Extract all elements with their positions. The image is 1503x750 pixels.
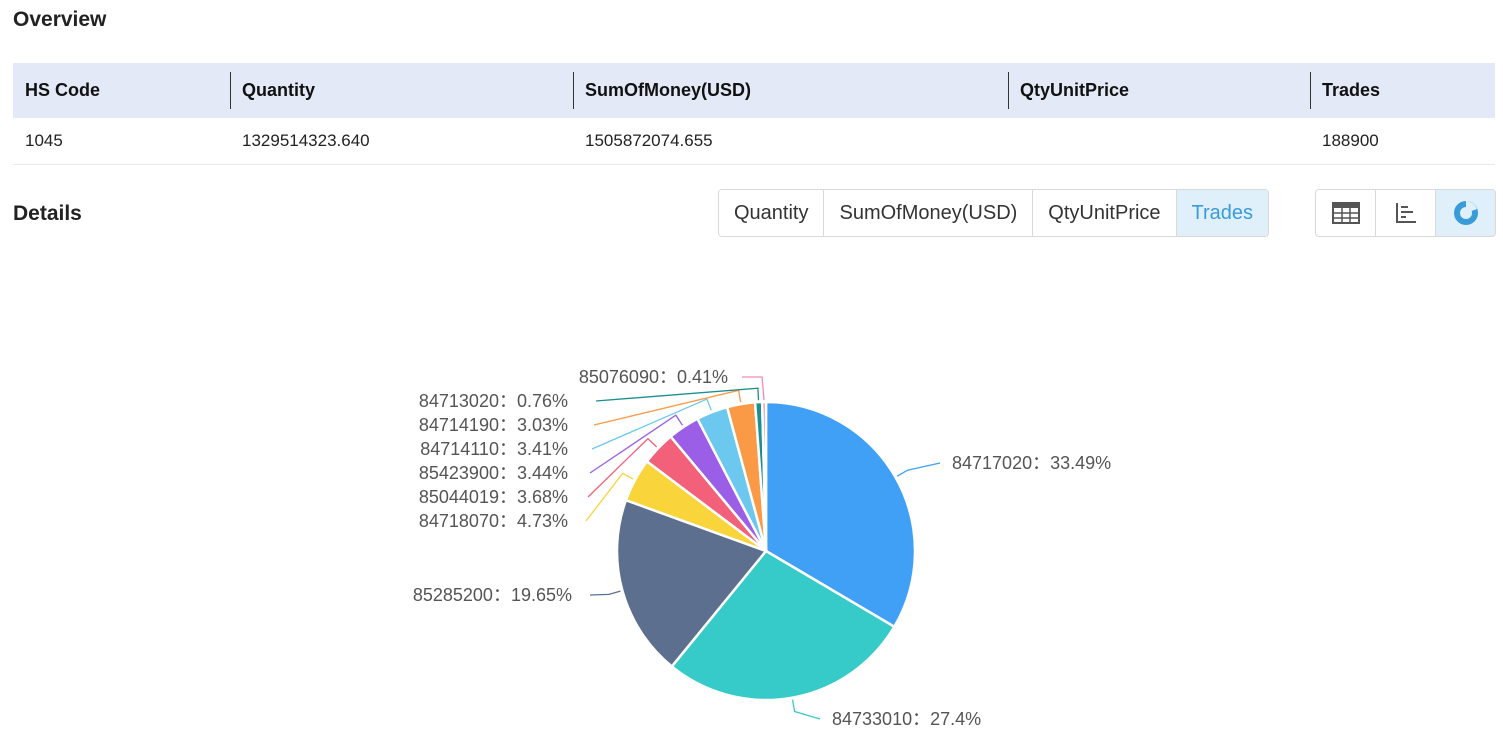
pie-label-line bbox=[896, 462, 941, 477]
pie-label-line bbox=[591, 398, 712, 450]
view-toggle-group bbox=[1315, 189, 1496, 237]
table-row: 1045 1329514323.640 1505872074.655 18890… bbox=[13, 118, 1495, 165]
pie-slice-84717020[interactable] bbox=[764, 400, 917, 629]
pie-label-85076090: 85076090：0.41% bbox=[579, 367, 728, 387]
column-header-label: QtyUnitPrice bbox=[1020, 80, 1130, 100]
table-view-icon bbox=[1331, 202, 1360, 224]
pie-slice-85076090[interactable] bbox=[760, 400, 768, 552]
overview-table: HS Code Quantity SumOfMoney(USD) QtyUnit… bbox=[13, 63, 1495, 165]
cell-sum-of-money: 1505872074.655 bbox=[573, 118, 1008, 165]
pie-label-85044019: 85044019：3.68% bbox=[419, 487, 568, 507]
pie-label-84713020: 84713020：0.76% bbox=[419, 391, 568, 411]
tab-trades[interactable]: Trades bbox=[1176, 190, 1269, 236]
pie-label-84717020: 84717020：33.49% bbox=[952, 453, 1111, 473]
column-header-quantity: Quantity bbox=[230, 63, 573, 118]
column-header-trades: Trades bbox=[1310, 63, 1495, 118]
cell-hs-code: 1045 bbox=[13, 118, 230, 165]
pie-chart: 84717020：33.49% 84733010：27.4% 85285200：19… bbox=[413, 367, 1111, 729]
pie-label-line bbox=[585, 472, 634, 522]
details-title: Details bbox=[13, 202, 82, 225]
column-header-hs-code: HS Code bbox=[13, 63, 230, 118]
column-separator bbox=[1310, 72, 1311, 109]
tab-sum-of-money[interactable]: SumOfMoney(USD) bbox=[824, 190, 1034, 236]
pie-slice-85285200[interactable] bbox=[615, 498, 769, 669]
tab-qty-unit-price[interactable]: QtyUnitPrice bbox=[1033, 190, 1177, 236]
pie-label-84714190: 84714190：3.03% bbox=[419, 415, 568, 435]
pie-label-line bbox=[587, 437, 658, 498]
pie-label-84714110: 84714110：3.41% bbox=[420, 439, 568, 459]
pie-label-85285200: 85285200：19.65% bbox=[413, 585, 572, 605]
pie-label-84733010: 84733010：27.4% bbox=[832, 709, 981, 729]
overview-header-row: HS Code Quantity SumOfMoney(USD) QtyUnit… bbox=[13, 63, 1495, 118]
cell-quantity: 1329514323.640 bbox=[230, 118, 573, 165]
column-separator bbox=[573, 72, 574, 109]
pie-label-84718070: 84718070：4.73% bbox=[419, 511, 568, 531]
overview-title: Overview bbox=[13, 8, 107, 31]
pie-label-line bbox=[595, 387, 760, 402]
cell-trades: 188900 bbox=[1310, 118, 1495, 165]
column-header-qty-unit-price: QtyUnitPrice bbox=[1008, 63, 1310, 118]
metric-tab-group: Quantity SumOfMoney(USD) QtyUnitPrice Tr… bbox=[718, 189, 1270, 237]
tab-quantity[interactable]: Quantity bbox=[719, 190, 825, 236]
pie-label-line bbox=[791, 699, 821, 720]
column-separator bbox=[1008, 72, 1009, 109]
column-header-sum-of-money: SumOfMoney(USD) bbox=[573, 63, 1008, 118]
table-view-button[interactable] bbox=[1316, 190, 1376, 236]
pie-label-line bbox=[589, 414, 684, 474]
column-header-label: Trades bbox=[1322, 80, 1381, 100]
column-header-label: Quantity bbox=[242, 80, 316, 100]
bar-chart-view-button[interactable] bbox=[1376, 190, 1436, 236]
column-separator bbox=[230, 72, 231, 109]
cell-qty-unit-price bbox=[1008, 118, 1310, 165]
pie-slice-84733010[interactable] bbox=[670, 549, 897, 702]
column-header-label: SumOfMoney(USD) bbox=[585, 80, 751, 100]
chart-area: 84717020：33.49% 84733010：27.4% 85285200：19… bbox=[0, 250, 1503, 745]
pie-chart-view-icon bbox=[1453, 201, 1478, 225]
pie-label-line bbox=[742, 376, 765, 401]
bar-chart-view-icon bbox=[1395, 203, 1416, 223]
pie-label-85423900: 85423900：3.44% bbox=[419, 463, 568, 483]
pie-chart-view-button[interactable] bbox=[1436, 190, 1495, 236]
pie-label-line bbox=[589, 590, 621, 596]
